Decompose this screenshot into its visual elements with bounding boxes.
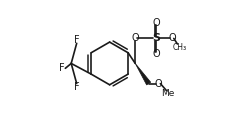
Text: F: F [74,82,79,92]
Text: O: O [155,79,162,89]
Text: S: S [152,33,160,43]
Text: F: F [74,35,79,45]
Text: O: O [152,49,160,59]
Text: F: F [59,63,65,73]
Text: O: O [152,18,160,28]
Polygon shape [135,63,151,85]
Text: O: O [132,33,139,43]
Text: CH₃: CH₃ [173,43,187,52]
Text: O: O [168,33,176,43]
Text: Me: Me [162,89,175,98]
